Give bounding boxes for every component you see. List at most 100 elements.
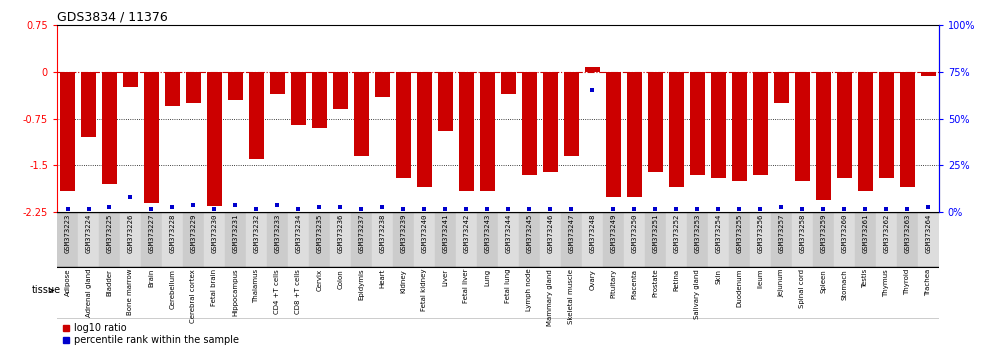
Bar	[228, 72, 243, 100]
Text: GSM373251: GSM373251	[653, 214, 659, 253]
Text: GSM373250: GSM373250	[631, 214, 637, 253]
Bar	[309, 212, 330, 267]
Text: Fetal kidney: Fetal kidney	[422, 269, 428, 311]
Text: GSM373241: GSM373241	[442, 214, 448, 253]
Text: GSM373226: GSM373226	[128, 214, 134, 253]
Bar	[564, 72, 579, 156]
Text: Trachea: Trachea	[925, 269, 931, 296]
Bar	[102, 72, 117, 184]
Bar	[603, 212, 624, 267]
Bar	[899, 72, 914, 187]
Bar	[792, 212, 813, 267]
Bar	[879, 72, 894, 178]
Bar	[858, 72, 873, 190]
Text: GSM373246: GSM373246	[548, 214, 553, 253]
Bar	[267, 212, 288, 267]
Text: Adipose: Adipose	[65, 269, 71, 296]
Bar	[288, 212, 309, 267]
Bar	[606, 72, 620, 197]
Bar	[312, 72, 326, 128]
Bar	[376, 72, 390, 97]
Bar	[624, 212, 645, 267]
Bar	[480, 72, 494, 190]
Text: Spinal cord: Spinal cord	[799, 269, 805, 308]
Text: Duodenum: Duodenum	[736, 269, 742, 307]
Text: GSM373236: GSM373236	[337, 214, 343, 253]
Text: Skin: Skin	[716, 269, 722, 284]
Text: GSM373252: GSM373252	[673, 214, 679, 253]
Text: Fetal liver: Fetal liver	[463, 269, 470, 303]
Bar	[774, 72, 788, 103]
Text: Ileum: Ileum	[757, 269, 764, 288]
Text: GSM373234: GSM373234	[296, 214, 302, 253]
Text: GSM373229: GSM373229	[191, 214, 197, 253]
Bar	[918, 212, 939, 267]
Text: Thalamus: Thalamus	[254, 269, 260, 303]
Text: GSM373239: GSM373239	[400, 214, 406, 253]
Bar	[708, 212, 728, 267]
Text: Liver: Liver	[442, 269, 448, 286]
Bar	[501, 72, 516, 93]
Text: CD4 +T cells: CD4 +T cells	[274, 269, 280, 314]
Bar	[477, 212, 497, 267]
Text: GSM373253: GSM373253	[694, 214, 700, 253]
Text: GSM373235: GSM373235	[317, 214, 322, 253]
Bar	[459, 72, 474, 190]
Bar	[540, 212, 561, 267]
Bar	[711, 72, 725, 178]
Text: Kidney: Kidney	[400, 269, 406, 292]
Bar	[771, 212, 791, 267]
Bar	[99, 212, 120, 267]
Text: CD8 +T cells: CD8 +T cells	[296, 269, 302, 314]
Text: Bone marrow: Bone marrow	[128, 269, 134, 315]
Bar	[270, 72, 285, 93]
Text: GSM373237: GSM373237	[359, 214, 365, 253]
Bar	[750, 212, 771, 267]
Text: Testis: Testis	[862, 269, 868, 288]
Text: GDS3834 / 11376: GDS3834 / 11376	[57, 11, 168, 24]
Bar	[834, 212, 855, 267]
Text: GSM373263: GSM373263	[904, 214, 910, 253]
Text: Heart: Heart	[379, 269, 385, 288]
Bar	[372, 212, 393, 267]
Text: Adrenal gland: Adrenal gland	[86, 269, 91, 317]
Bar	[645, 212, 665, 267]
Text: Skeletal muscle: Skeletal muscle	[568, 269, 574, 324]
Bar	[627, 72, 642, 197]
Bar	[582, 212, 603, 267]
Text: GSM373238: GSM373238	[379, 214, 385, 253]
Bar	[207, 72, 222, 206]
Text: GSM373264: GSM373264	[925, 214, 931, 253]
Bar	[120, 212, 141, 267]
Bar	[203, 212, 225, 267]
Text: Colon: Colon	[337, 269, 343, 289]
Text: Jejunum: Jejunum	[779, 269, 784, 297]
Text: GSM373243: GSM373243	[485, 214, 491, 253]
Bar	[141, 212, 162, 267]
Bar	[183, 212, 204, 267]
Text: GSM373225: GSM373225	[106, 214, 112, 253]
Text: GSM373255: GSM373255	[736, 214, 742, 253]
Text: Cervix: Cervix	[317, 269, 322, 291]
Text: GSM373249: GSM373249	[610, 214, 616, 253]
Text: Epidymis: Epidymis	[359, 269, 365, 301]
Bar	[522, 72, 537, 175]
Text: GSM373244: GSM373244	[505, 214, 511, 253]
Bar	[186, 72, 201, 103]
Text: GSM373230: GSM373230	[211, 214, 217, 253]
Bar	[728, 212, 750, 267]
Bar	[543, 72, 557, 172]
Bar	[519, 212, 540, 267]
Bar	[291, 72, 306, 125]
Bar	[669, 72, 684, 187]
Bar	[497, 212, 519, 267]
Bar	[165, 72, 180, 106]
Bar	[78, 212, 99, 267]
Text: Lung: Lung	[485, 269, 491, 286]
Text: GSM373231: GSM373231	[232, 214, 239, 253]
Text: Bladder: Bladder	[106, 269, 112, 296]
Bar	[354, 72, 369, 156]
Bar	[795, 72, 810, 181]
Bar	[434, 212, 456, 267]
Text: Thyroid: Thyroid	[904, 269, 910, 295]
